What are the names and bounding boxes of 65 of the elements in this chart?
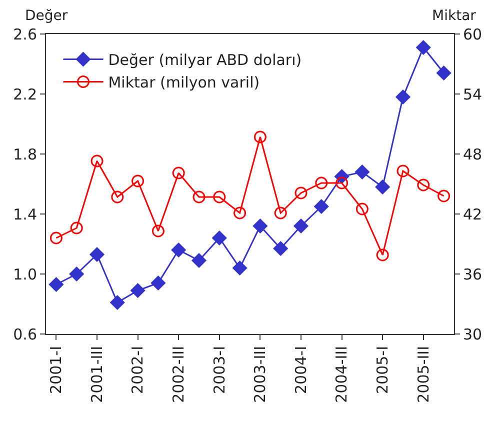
y2-tick-label: 54	[463, 85, 482, 104]
point	[171, 242, 186, 258]
y2-tick-label: 42	[463, 205, 482, 224]
x-tick-label: 2004-I	[292, 346, 310, 394]
y-tick-label: 0.6	[13, 325, 37, 344]
y-tick-label: 2.2	[13, 85, 37, 104]
legend-label: Miktar (milyon varil)	[108, 74, 260, 92]
y-axis-title: Değer	[25, 8, 68, 24]
point	[110, 295, 125, 310]
y-tick-label: 1.8	[13, 145, 37, 164]
point	[192, 253, 206, 268]
y2-tick-label: 36	[463, 265, 482, 284]
point	[416, 40, 431, 55]
point	[315, 176, 328, 190]
y2-tick-label: 30	[463, 325, 482, 344]
point	[90, 247, 104, 262]
x-tick-label: 2002-III	[169, 346, 188, 403]
point	[70, 222, 83, 234]
x-tick-label: 2003-I	[210, 346, 228, 394]
point	[396, 164, 410, 178]
y2-tick-label: 48	[463, 145, 482, 164]
point	[192, 190, 206, 204]
point	[172, 166, 185, 180]
x-tick-label: 2001-III	[88, 346, 106, 403]
point	[438, 190, 450, 202]
point	[150, 276, 166, 290]
y-tick-label: 1.4	[13, 205, 37, 224]
point	[111, 190, 124, 204]
point	[274, 206, 287, 220]
point	[152, 224, 164, 238]
point	[314, 199, 329, 214]
point	[69, 266, 84, 282]
point	[376, 248, 389, 262]
point	[396, 90, 410, 104]
y-tick-label: 1.0	[13, 265, 37, 284]
point	[232, 260, 248, 276]
point	[213, 190, 226, 204]
legend-label: Değer (milyar ABD doları)	[108, 51, 302, 70]
x-tick-label: 2005-I	[373, 346, 392, 394]
point	[48, 277, 64, 292]
point	[294, 218, 308, 234]
point	[254, 130, 266, 144]
x-tick-label: 2004-III	[332, 346, 351, 403]
y-tick-label: 2.6	[13, 25, 37, 44]
y2-axis-title: Miktar	[432, 8, 476, 24]
point	[375, 180, 390, 194]
y2-tick-label: 60	[463, 25, 482, 44]
point	[336, 176, 348, 190]
point	[356, 202, 368, 216]
point	[252, 218, 268, 234]
x-tick-label: 2001-I	[47, 346, 66, 394]
point	[212, 230, 227, 246]
point	[90, 154, 104, 168]
point	[273, 241, 288, 256]
point	[354, 164, 370, 180]
point	[436, 66, 452, 80]
x-tick-label: 2005-III	[414, 346, 432, 403]
point	[234, 206, 246, 220]
point	[417, 178, 430, 192]
x-tick-label: 2003-III	[251, 346, 270, 403]
point	[50, 232, 62, 244]
point	[132, 174, 144, 188]
point	[294, 186, 308, 200]
point	[130, 283, 146, 298]
x-tick-label: 2002-I	[128, 346, 147, 394]
